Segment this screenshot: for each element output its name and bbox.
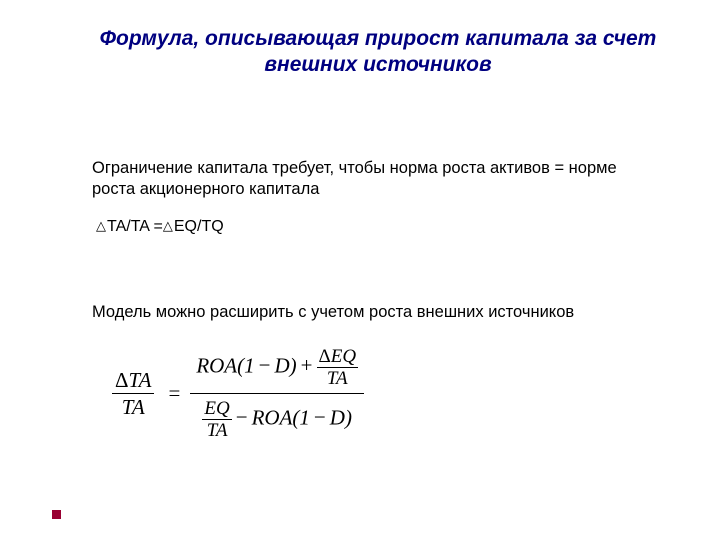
inner-num-eq: EQ	[331, 346, 356, 367]
rhs-den-roa: ROA	[252, 405, 293, 429]
rhs-num-open: (1	[237, 353, 255, 377]
rhs-den-inner-frac: EQ TA	[202, 399, 231, 440]
formula-main: ΔTA TA = ROA(1−D)+ ΔEQ TA EQ TA −ROA(1−D…	[112, 344, 364, 443]
lhs-den: TA	[119, 396, 148, 418]
inner-den-eq: EQ	[202, 399, 231, 418]
rhs-den-d: D	[330, 405, 345, 429]
lhs-fraction: ΔTA TA	[112, 369, 154, 418]
delta-icon: △	[96, 218, 106, 234]
paragraph-extension: Модель можно расширить с учетом роста вн…	[92, 302, 660, 323]
lhs-num-var: TA	[129, 368, 152, 392]
equals-sign: =	[168, 381, 180, 406]
minus-sign: −	[259, 353, 271, 377]
rhs-den-close: )	[345, 405, 352, 429]
inner-den-ta: TA	[205, 421, 230, 440]
paragraph-constraint: Ограничение капитала требует, чтобы норм…	[92, 158, 660, 201]
rhs-num-inner-frac: ΔEQ TA	[317, 347, 359, 388]
rhs-num-close: )	[290, 353, 297, 377]
rhs-num-d: D	[274, 353, 289, 377]
rhs-fraction: ROA(1−D)+ ΔEQ TA EQ TA −ROA(1−D)	[190, 344, 364, 443]
slide-title: Формула, описывающая прирост капитала за…	[66, 26, 690, 79]
minus-sign: −	[236, 405, 248, 429]
simple-lhs: TA/TA	[107, 218, 149, 235]
slide-bullet-icon	[52, 510, 61, 519]
formula-simple: △TA/TA =△EQ/TQ	[96, 218, 224, 236]
delta-symbol: Δ	[319, 346, 331, 367]
simple-eq: =	[154, 218, 163, 235]
plus-sign: +	[301, 353, 313, 377]
rhs-den-open: (1	[292, 405, 310, 429]
delta-icon: △	[163, 218, 173, 234]
delta-symbol: Δ	[115, 368, 129, 392]
inner-num-ta: TA	[325, 369, 350, 388]
rhs-num-roa: ROA	[196, 353, 237, 377]
simple-rhs: EQ/TQ	[174, 218, 224, 235]
minus-sign: −	[314, 405, 326, 429]
